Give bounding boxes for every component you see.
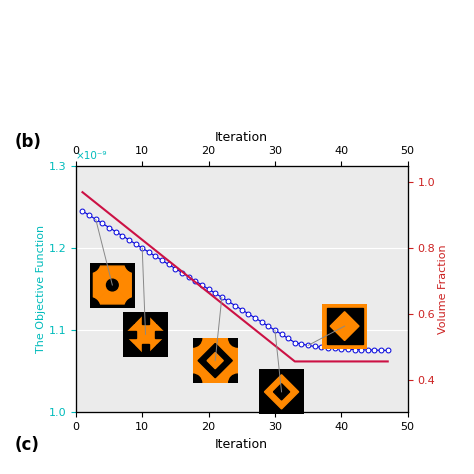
- X-axis label: Iteration: Iteration: [215, 438, 268, 451]
- Y-axis label: The Objective Function: The Objective Function: [36, 225, 46, 353]
- Circle shape: [228, 329, 246, 347]
- Circle shape: [107, 279, 118, 291]
- Polygon shape: [273, 384, 290, 400]
- Circle shape: [80, 298, 100, 318]
- Polygon shape: [93, 266, 112, 304]
- Circle shape: [136, 334, 155, 354]
- Circle shape: [80, 253, 100, 273]
- Circle shape: [139, 328, 152, 341]
- X-axis label: Iteration: Iteration: [215, 131, 268, 144]
- Circle shape: [126, 324, 146, 344]
- Bar: [123, 331, 136, 338]
- Polygon shape: [330, 312, 359, 340]
- Bar: [327, 308, 363, 344]
- Circle shape: [228, 374, 246, 392]
- Polygon shape: [123, 334, 146, 357]
- Y-axis label: Volume Fraction: Volume Fraction: [438, 244, 448, 334]
- Polygon shape: [123, 312, 146, 334]
- Polygon shape: [93, 266, 131, 285]
- Polygon shape: [198, 344, 232, 378]
- Circle shape: [125, 298, 145, 318]
- Bar: [142, 344, 149, 357]
- Polygon shape: [264, 375, 299, 409]
- Text: (c): (c): [14, 436, 39, 454]
- Bar: [155, 331, 168, 338]
- Bar: [142, 312, 149, 324]
- Circle shape: [183, 374, 201, 392]
- Polygon shape: [112, 266, 131, 304]
- Circle shape: [125, 253, 145, 273]
- Polygon shape: [146, 312, 168, 334]
- Circle shape: [183, 329, 201, 347]
- Circle shape: [146, 324, 165, 344]
- Circle shape: [136, 315, 155, 334]
- Polygon shape: [146, 334, 168, 357]
- Polygon shape: [207, 353, 223, 369]
- Text: (b): (b): [14, 133, 41, 151]
- Polygon shape: [93, 285, 131, 304]
- Text: ×10⁻⁹: ×10⁻⁹: [76, 151, 107, 161]
